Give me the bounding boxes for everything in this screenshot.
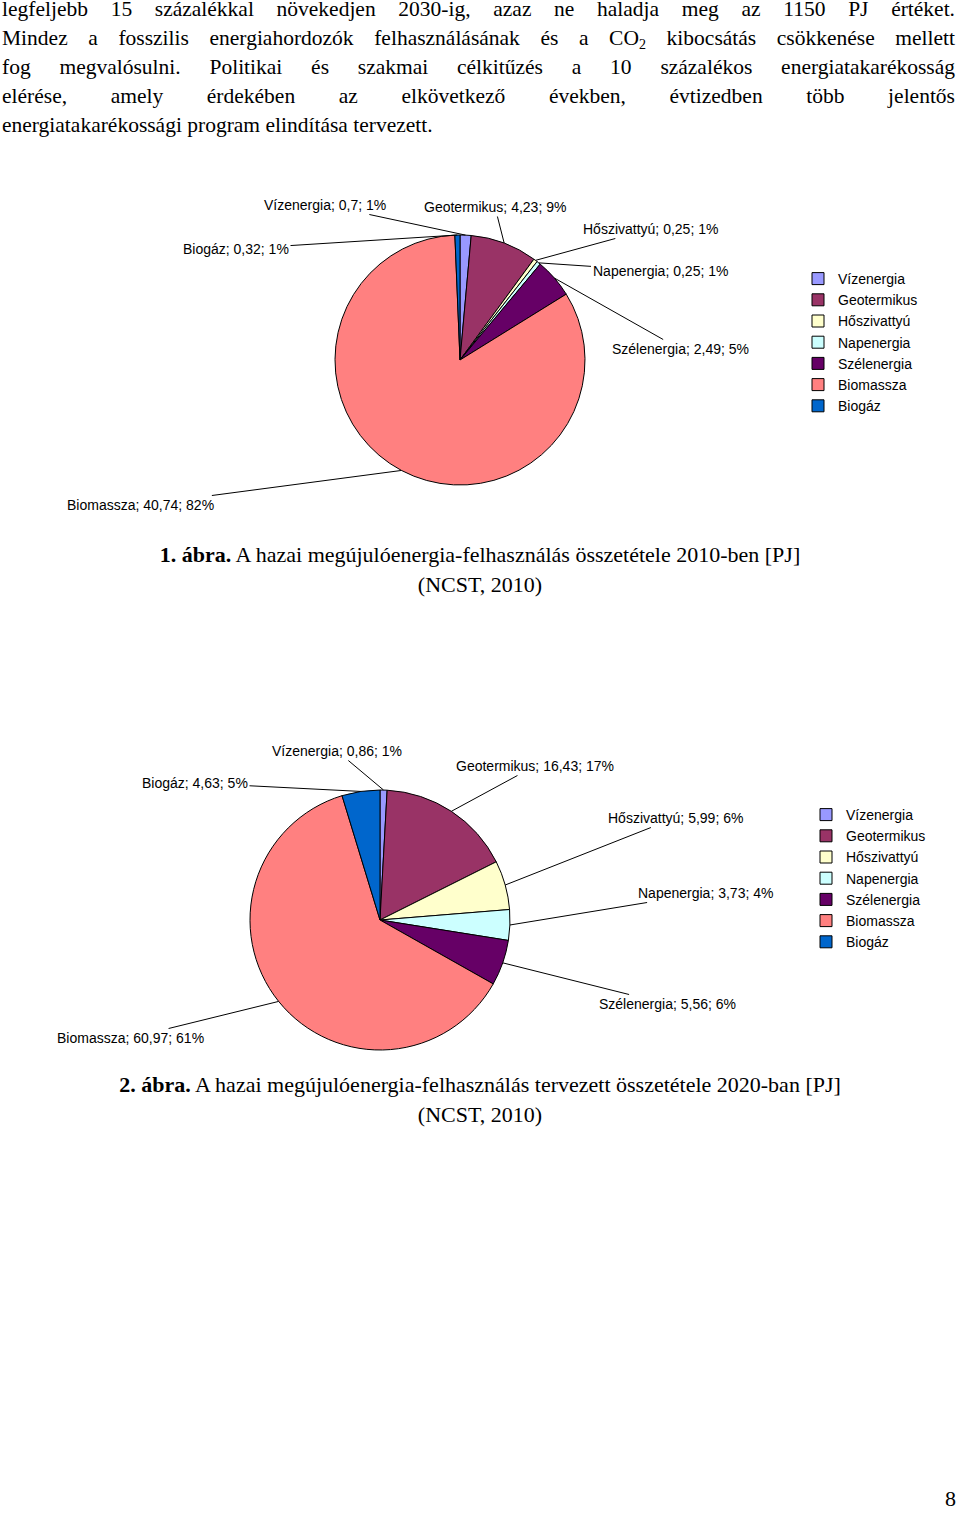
- svg-text:Szélenergia; 5,56; 6%: Szélenergia; 5,56; 6%: [599, 996, 736, 1012]
- svg-text:Hőszivattyú: Hőszivattyú: [846, 849, 918, 865]
- svg-text:Hőszivattyú: Hőszivattyú: [838, 313, 910, 329]
- svg-text:Biomassza: Biomassza: [838, 377, 907, 393]
- svg-text:Biogáz; 0,32; 1%: Biogáz; 0,32; 1%: [183, 241, 289, 257]
- html-text:2. ábra. A hazai megújulóenerg: 2. ábra. A hazai megújulóenergia-felhasz…: [119, 1072, 841, 1097]
- svg-text:Geotermikus: Geotermikus: [838, 292, 917, 308]
- svg-text:Szélenergia: Szélenergia: [846, 892, 920, 908]
- svg-text:Hőszivattyú; 0,25; 1%: Hőszivattyú; 0,25; 1%: [583, 221, 718, 237]
- html-text:(NCST, 2010): (NCST, 2010): [417, 572, 543, 597]
- svg-text:Vízenergia: Vízenergia: [838, 271, 905, 287]
- svg-text:Napenergia: Napenergia: [846, 871, 919, 887]
- svg-text:Biomassza; 40,74; 82%: Biomassza; 40,74; 82%: [67, 497, 214, 513]
- svg-text:Geotermikus; 16,43; 17%: Geotermikus; 16,43; 17%: [456, 758, 614, 774]
- svg-text:Vízenergia; 0,7; 1%: Vízenergia; 0,7; 1%: [264, 197, 386, 213]
- svg-text:Szélenergia: Szélenergia: [838, 356, 912, 372]
- svg-text:Biomassza; 60,97; 61%: Biomassza; 60,97; 61%: [57, 1030, 204, 1046]
- svg-text:Vízenergia; 0,86; 1%: Vízenergia; 0,86; 1%: [272, 743, 402, 759]
- svg-text:Napenergia: Napenergia: [838, 335, 911, 351]
- html-text:elérése, amely érdekében az el: elérése, amely érdekében az elkövetkező …: [2, 84, 955, 108]
- svg-text:Biomassza: Biomassza: [846, 913, 915, 929]
- svg-text:Vízenergia: Vízenergia: [846, 807, 913, 823]
- svg-text:Biogáz; 4,63; 5%: Biogáz; 4,63; 5%: [142, 775, 248, 791]
- html-text:fog megvalósulni. Politikai és: fog megvalósulni. Politikai és szakmai c…: [2, 55, 955, 79]
- html-text:(NCST, 2010): (NCST, 2010): [417, 1102, 543, 1127]
- svg-text:Geotermikus; 4,23; 9%: Geotermikus; 4,23; 9%: [424, 199, 566, 215]
- html-text:Mindez a fosszilis energiahord: Mindez a fosszilis energiahordozók felha…: [2, 26, 955, 52]
- svg-text:Geotermikus: Geotermikus: [846, 828, 925, 844]
- html-text:1. ábra. A hazai megújulóenerg: 1. ábra. A hazai megújulóenergia-felhasz…: [159, 542, 801, 567]
- svg-text:Biogáz: Biogáz: [846, 934, 889, 950]
- svg-text:Biogáz: Biogáz: [838, 398, 881, 414]
- svg-text:Napenergia; 0,25; 1%: Napenergia; 0,25; 1%: [593, 263, 728, 279]
- svg-text:Szélenergia; 2,49; 5%: Szélenergia; 2,49; 5%: [612, 341, 749, 357]
- html-text:energiatakarékossági program e: energiatakarékossági program elindítása …: [2, 113, 433, 137]
- svg-text:Hőszivattyú; 5,99; 6%: Hőszivattyú; 5,99; 6%: [608, 810, 743, 826]
- svg-text:Napenergia; 3,73; 4%: Napenergia; 3,73; 4%: [638, 885, 773, 901]
- html-text:8: 8: [945, 1486, 956, 1511]
